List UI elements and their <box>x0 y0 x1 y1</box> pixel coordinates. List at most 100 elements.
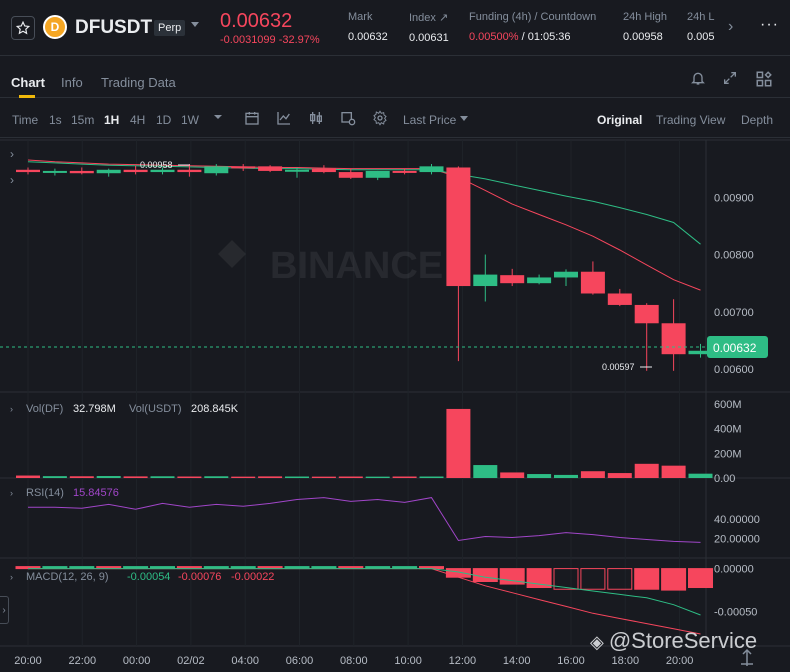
more-options-icon[interactable]: ··· <box>760 16 779 33</box>
macd-histogram-bar <box>526 568 552 589</box>
price-axis-tick: 0.00800 <box>714 250 754 262</box>
macd-axis-tick: 0.00000 <box>714 564 754 576</box>
last-price: 0.00632 <box>220 10 293 32</box>
volume-axis-tick: 600M <box>714 399 742 411</box>
settings-gear-icon[interactable] <box>372 110 388 126</box>
volume-bar <box>661 465 686 478</box>
time-axis-tick: 16:00 <box>557 655 585 667</box>
svg-text:32.798M: 32.798M <box>73 403 116 415</box>
candle-body <box>554 271 578 278</box>
volume-bar <box>634 463 659 478</box>
favorite-star-button[interactable] <box>11 16 35 40</box>
crosshair-reset-icon[interactable] <box>741 648 753 666</box>
macd-axis-tick: -0.00050 <box>714 607 757 619</box>
svg-text:BINANCE: BINANCE <box>270 245 443 287</box>
moving-average-lines <box>27 159 701 291</box>
macd-histogram-bar <box>607 568 633 590</box>
ma-fast-line <box>27 159 701 291</box>
interval-1s[interactable]: 1s <box>49 113 62 127</box>
interval-1w[interactable]: 1W <box>181 113 199 127</box>
volume-bar <box>285 476 309 478</box>
volume-bar <box>150 476 175 478</box>
binance-watermark: BINANCE <box>218 240 443 287</box>
macd-histogram-bar <box>661 568 687 591</box>
time-axis-tick: 14:00 <box>503 655 531 667</box>
volume-bar <box>96 476 121 478</box>
candle-body <box>204 166 229 174</box>
chevron-right-icon[interactable]: › <box>10 173 14 187</box>
chevron-right-icon[interactable]: › <box>728 18 734 35</box>
volume-bar <box>580 471 605 478</box>
candlestick-icon[interactable] <box>308 110 324 126</box>
time-axis-tick: 08:00 <box>340 655 368 667</box>
candle-body <box>258 166 283 171</box>
calendar-icon[interactable] <box>244 110 260 126</box>
expand-icon[interactable] <box>722 70 738 86</box>
svg-text:-0.00076: -0.00076 <box>178 571 221 583</box>
svg-text:-0.00022: -0.00022 <box>231 571 274 583</box>
line-chart-icon[interactable] <box>276 110 292 126</box>
chevron-down-icon[interactable] <box>191 22 199 27</box>
macd-indicator-label: › MACD(12, 26, 9) -0.00054 -0.00076 -0.0… <box>10 571 274 583</box>
candle-body <box>42 170 67 173</box>
volume-bar <box>473 465 498 478</box>
chevron-right-icon[interactable]: › <box>0 596 9 624</box>
candle-body <box>688 350 713 355</box>
macd-histogram-bar <box>634 568 660 590</box>
tab-trading-data[interactable]: Trading Data <box>101 75 176 90</box>
chevron-right-icon[interactable]: › <box>10 147 14 161</box>
price-axis-tick: 0.00900 <box>714 192 754 204</box>
volume-bar <box>69 476 94 478</box>
caret-down-icon[interactable] <box>459 114 469 124</box>
svg-text:Vol(USDT): Vol(USDT) <box>129 403 182 415</box>
caret-down-icon[interactable] <box>213 112 223 122</box>
volume-bar <box>338 476 363 478</box>
svg-text:0.00597: 0.00597 <box>602 362 635 372</box>
svg-text:›: › <box>10 572 13 582</box>
candle-body <box>392 170 417 173</box>
time-axis-tick: 12:00 <box>449 655 477 667</box>
view-depth[interactable]: Depth <box>741 113 774 127</box>
svg-text:MACD(12, 26, 9): MACD(12, 26, 9) <box>26 571 109 583</box>
volume-indicator-label: › Vol(DF) 32.798M Vol(USDT) 208.845K <box>10 403 239 415</box>
stat-funding: Funding (4h) / Countdown 0.00500% / 01:0… <box>469 11 597 43</box>
volume-bar <box>16 475 40 478</box>
time-axis-tick: 10:00 <box>394 655 422 667</box>
view-original[interactable]: Original <box>597 113 643 127</box>
stat-index[interactable]: Index ↗ 0.00631 <box>409 12 449 44</box>
candle-body <box>150 169 175 173</box>
interval-4h[interactable]: 4H <box>130 113 146 127</box>
bell-icon[interactable] <box>690 70 706 86</box>
interval-1h[interactable]: 1H <box>104 113 120 127</box>
candle-body <box>285 169 309 172</box>
interval-15m[interactable]: 15m <box>71 113 95 127</box>
interval-1d[interactable]: 1D <box>156 113 172 127</box>
tab-chart[interactable]: Chart <box>11 75 45 90</box>
candle-body <box>607 293 632 305</box>
layout-grid-icon[interactable] <box>755 70 773 88</box>
svg-text:›: › <box>10 488 13 498</box>
tab-info[interactable]: Info <box>61 75 83 90</box>
volume-bar <box>42 476 67 478</box>
time-axis-tick: 04:00 <box>231 655 259 667</box>
price-axis-tick: 0.00700 <box>714 307 754 319</box>
volume-bar <box>177 476 202 478</box>
volume-bar <box>446 408 471 478</box>
candle-body <box>419 166 444 173</box>
volume-bar <box>607 473 632 478</box>
price-type-select[interactable]: Last Price <box>403 113 457 127</box>
view-trading-view[interactable]: Trading View <box>656 113 726 127</box>
volume-bar <box>688 473 713 478</box>
macd-histogram-bar <box>553 568 579 590</box>
store-watermark: ◈ @StoreService <box>590 628 758 653</box>
symbol-name[interactable]: DFUSDT <box>75 17 153 38</box>
candle-body <box>580 271 605 294</box>
indicator-settings-icon[interactable] <box>340 110 356 126</box>
candle-body <box>177 169 202 173</box>
ma-slow-line <box>27 161 701 245</box>
svg-text:Vol(DF): Vol(DF) <box>26 403 63 415</box>
ticker-header: D DFUSDT Perp 0.00632 -0.0031099 -32.97%… <box>0 0 790 56</box>
candle-body <box>123 169 148 173</box>
volume-bar <box>419 476 444 478</box>
